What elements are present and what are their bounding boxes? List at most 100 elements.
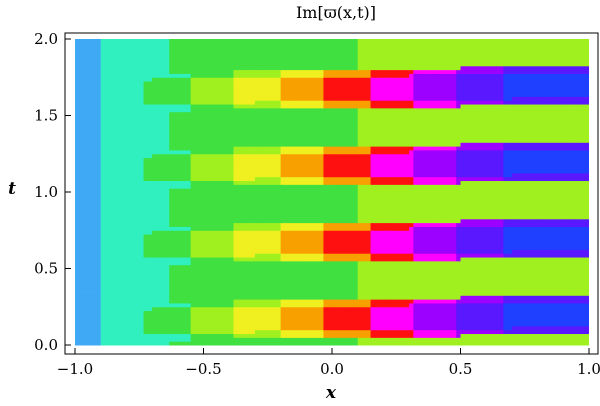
contour-cell bbox=[212, 314, 217, 319]
contour-cell bbox=[391, 299, 397, 304]
contour-cell bbox=[92, 249, 97, 254]
contour-cell bbox=[194, 287, 200, 292]
contour-cell bbox=[490, 214, 496, 220]
contour-cell bbox=[194, 279, 200, 285]
contour-cell bbox=[443, 214, 449, 220]
contour-cell bbox=[580, 325, 586, 331]
contour-cell bbox=[203, 226, 209, 231]
contour-cell bbox=[409, 237, 414, 243]
contour-cell bbox=[353, 195, 359, 201]
contour-cell bbox=[529, 218, 534, 224]
contour-cell bbox=[79, 333, 85, 338]
contour-cell bbox=[79, 279, 85, 285]
contour-cell bbox=[563, 214, 569, 220]
contour-cell bbox=[280, 199, 286, 204]
contour-cell bbox=[439, 341, 444, 346]
contour-cell bbox=[130, 287, 136, 292]
contour-cell bbox=[443, 314, 449, 319]
contour-cell bbox=[220, 199, 226, 204]
contour-cell bbox=[451, 276, 457, 281]
contour-cell bbox=[75, 314, 80, 319]
contour-cell bbox=[254, 264, 260, 269]
contour-cell bbox=[259, 253, 264, 258]
contour-cell bbox=[413, 188, 419, 193]
contour-cell bbox=[387, 295, 393, 300]
contour-cell bbox=[434, 226, 440, 231]
contour-cell bbox=[426, 257, 432, 262]
contour-cell bbox=[439, 283, 444, 289]
contour-cell bbox=[272, 214, 277, 220]
contour-cell bbox=[83, 253, 89, 258]
contour-cell bbox=[571, 302, 577, 308]
contour-cell bbox=[92, 211, 97, 216]
contour-cell bbox=[164, 203, 170, 208]
contour-cell bbox=[246, 295, 252, 300]
contour-cell bbox=[122, 249, 127, 254]
contour-cell bbox=[370, 257, 376, 262]
contour-cell bbox=[409, 260, 414, 266]
contour-cell bbox=[494, 314, 500, 319]
contour-cell bbox=[511, 325, 517, 331]
contour-cell bbox=[494, 325, 500, 331]
contour-cell bbox=[224, 241, 230, 247]
contour-cell bbox=[83, 306, 89, 312]
contour-cell bbox=[430, 325, 436, 331]
contour-cell bbox=[396, 291, 402, 296]
contour-cell bbox=[332, 241, 337, 247]
contour-cell bbox=[396, 276, 402, 281]
contour-cell bbox=[370, 264, 376, 269]
contour-cell bbox=[550, 192, 556, 197]
contour-cell bbox=[289, 279, 294, 285]
contour-cell bbox=[254, 314, 260, 319]
contour-cell bbox=[464, 237, 470, 243]
contour-cell bbox=[306, 234, 312, 239]
contour-cell bbox=[250, 287, 256, 292]
contour-cell bbox=[246, 211, 252, 216]
contour-cell bbox=[469, 260, 474, 266]
contour-cell bbox=[75, 249, 80, 254]
contour-cell bbox=[323, 299, 329, 304]
contour-cell bbox=[486, 203, 491, 208]
contour-cell bbox=[87, 249, 93, 254]
contour-cell bbox=[212, 329, 217, 335]
contour-cell bbox=[477, 325, 483, 331]
contour-cell bbox=[190, 322, 196, 327]
contour-cell bbox=[340, 203, 346, 208]
contour-cell bbox=[259, 222, 264, 227]
contour-cell bbox=[516, 241, 521, 247]
contour-cell bbox=[332, 287, 337, 292]
contour-cell bbox=[237, 302, 243, 308]
contour-cell bbox=[520, 222, 526, 227]
contour-cell bbox=[541, 337, 547, 342]
contour-cell bbox=[314, 291, 320, 296]
contour-cell bbox=[340, 283, 346, 289]
contour-cell bbox=[336, 318, 342, 323]
contour-cell bbox=[421, 333, 427, 338]
contour-cell bbox=[550, 279, 556, 285]
contour-cell bbox=[152, 253, 157, 258]
contour-cell bbox=[443, 325, 449, 331]
contour-cell bbox=[349, 188, 354, 193]
contour-cell bbox=[400, 279, 406, 285]
contour-cell bbox=[79, 218, 85, 224]
contour-cell bbox=[349, 207, 354, 212]
contour-cell bbox=[164, 237, 170, 243]
contour-cell bbox=[344, 214, 350, 220]
contour-cell bbox=[353, 245, 359, 250]
contour-cell bbox=[409, 318, 414, 323]
contour-cell bbox=[511, 211, 517, 216]
contour-cell bbox=[499, 325, 504, 331]
contour-cell bbox=[109, 234, 115, 239]
contour-cell bbox=[511, 253, 517, 258]
contour-cell bbox=[113, 188, 119, 193]
contour-cell bbox=[190, 276, 196, 281]
contour-cell bbox=[122, 241, 127, 247]
contour-cell bbox=[417, 272, 423, 277]
contour-cell bbox=[254, 276, 260, 281]
contour-cell bbox=[524, 203, 530, 208]
contour-cell bbox=[130, 230, 136, 235]
contour-cell bbox=[576, 268, 581, 273]
contour-cell bbox=[490, 268, 496, 273]
contour-cell bbox=[203, 211, 209, 216]
contour-cell bbox=[134, 245, 140, 250]
